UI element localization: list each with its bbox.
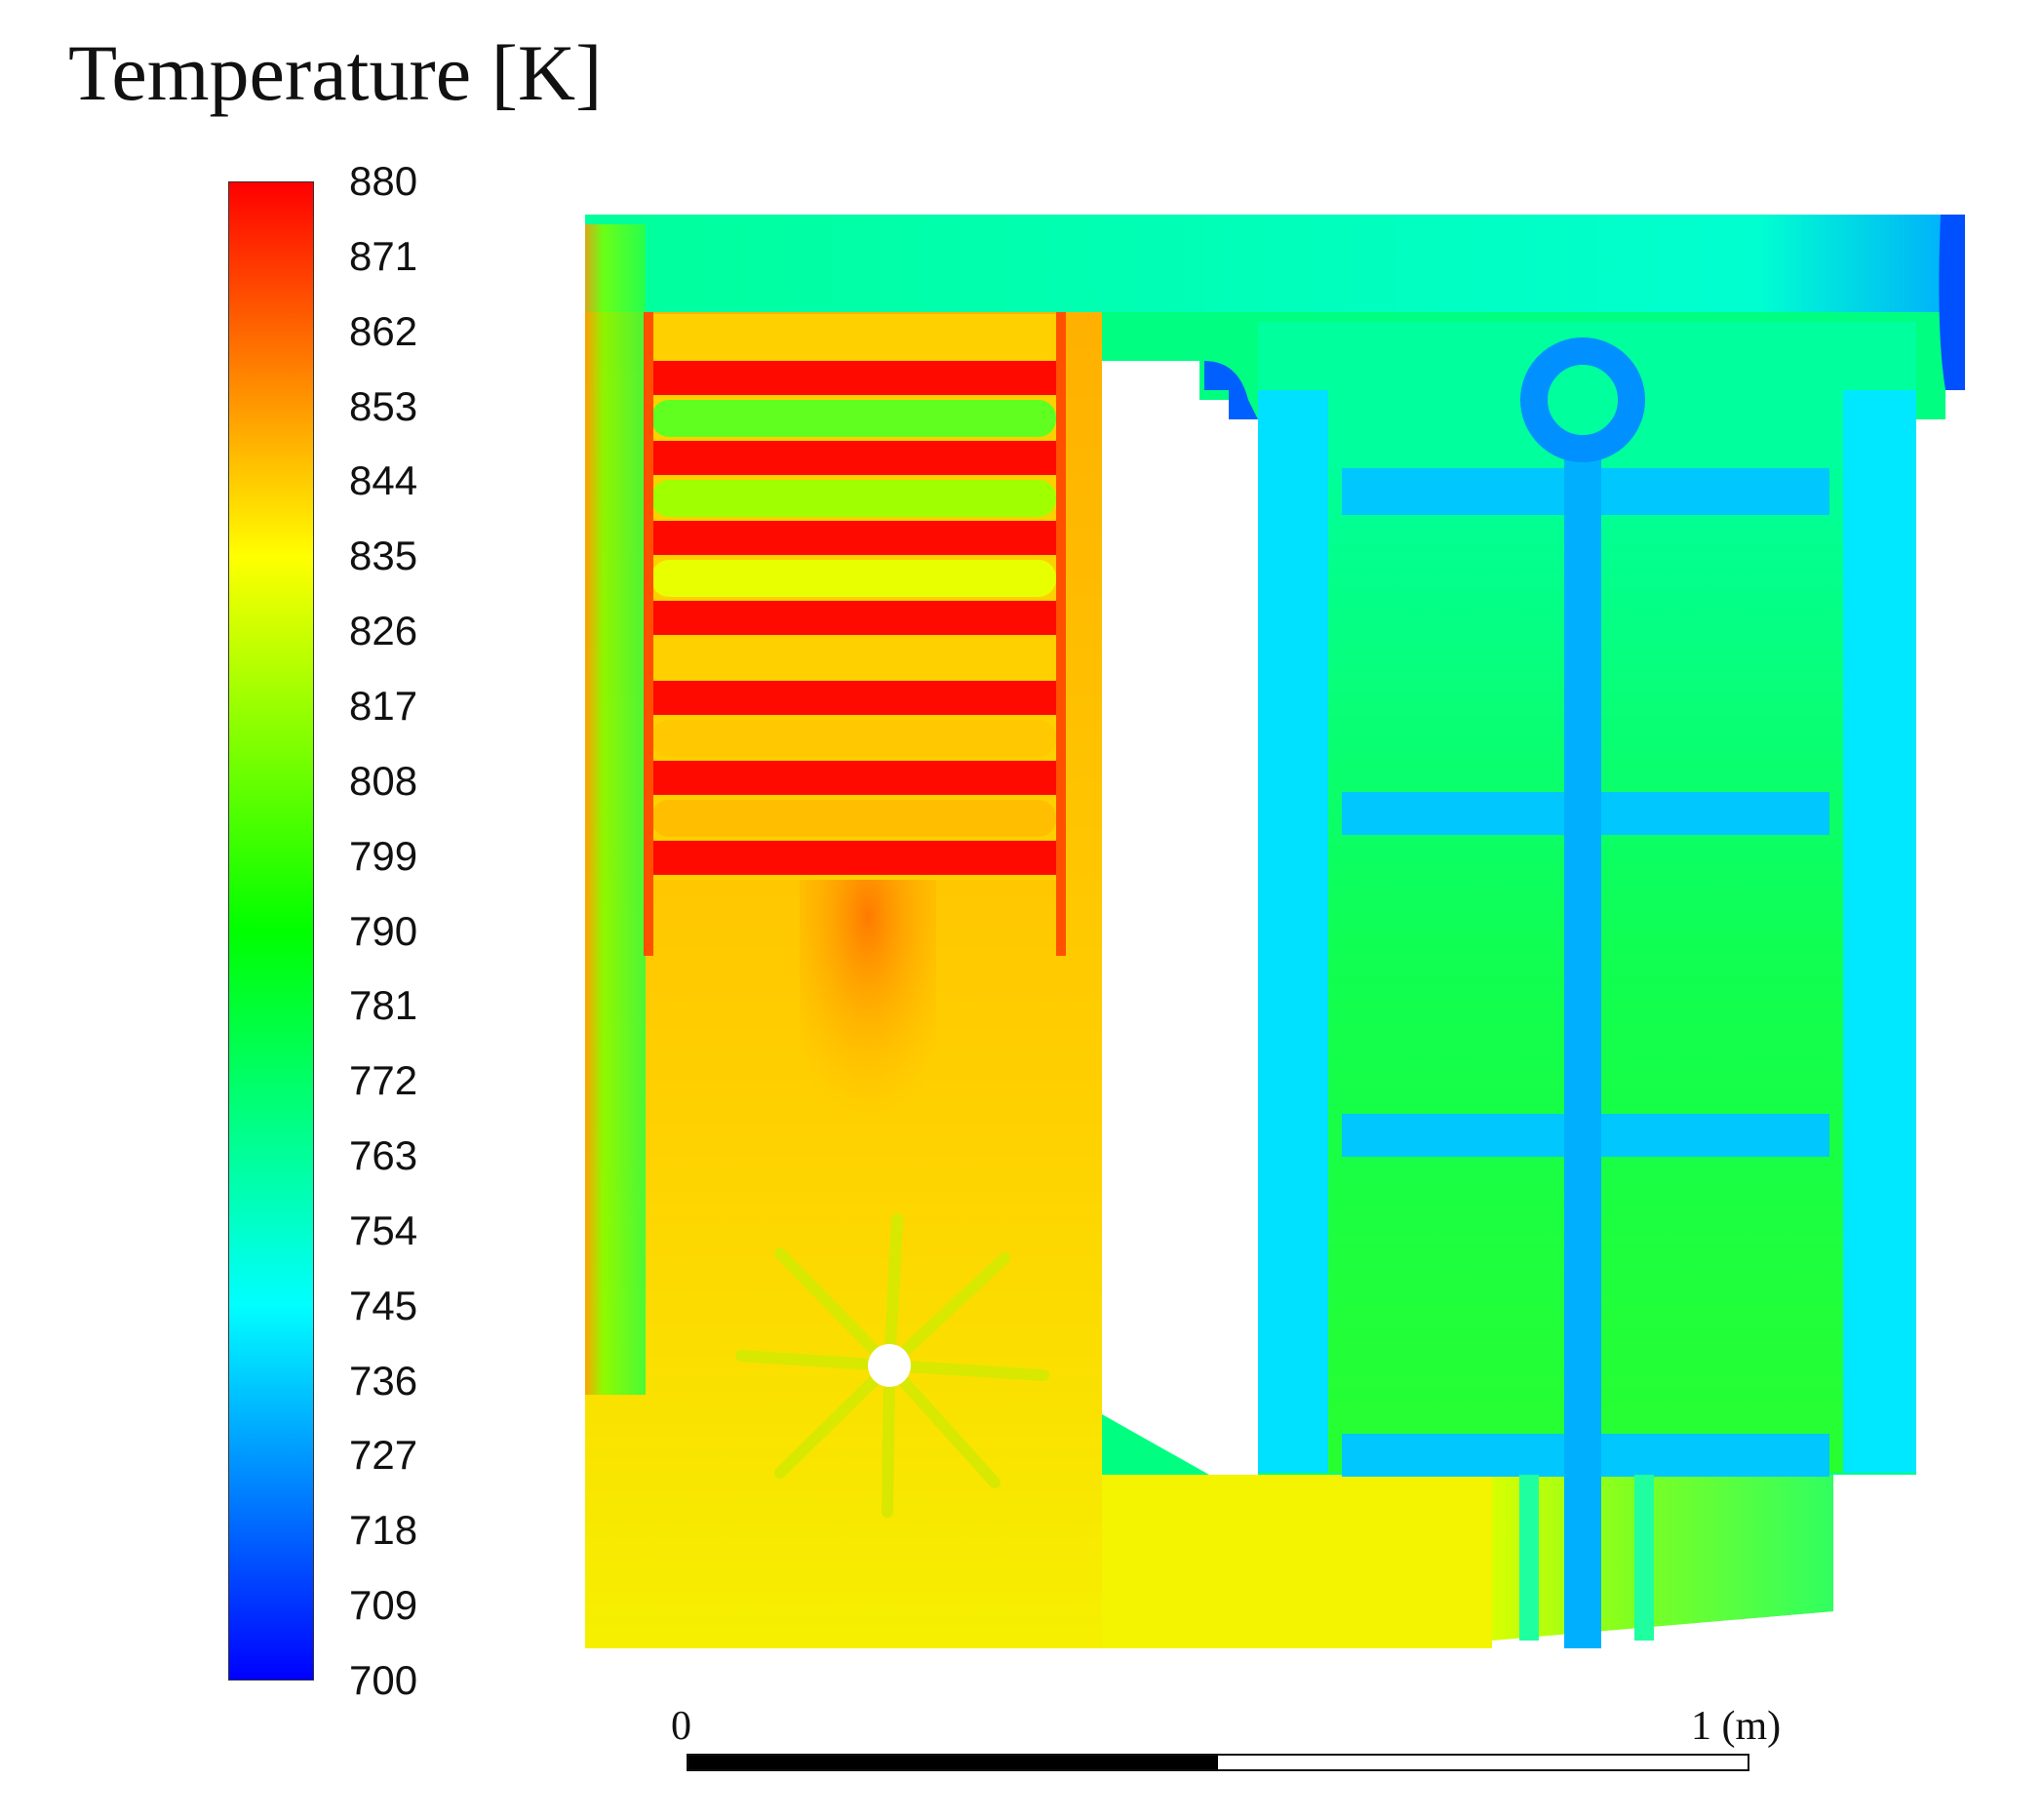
color-scale-tick-label: 754 bbox=[349, 1207, 418, 1253]
color-scale-tick-label: 790 bbox=[349, 907, 418, 954]
color-scale-tick-label: 853 bbox=[349, 382, 418, 429]
color-scale-bar bbox=[228, 181, 314, 1681]
legend-title: Temperature [K] bbox=[68, 28, 603, 117]
color-scale-tick-label: 880 bbox=[349, 158, 418, 204]
color-scale-tick-label: 772 bbox=[349, 1057, 418, 1104]
color-scale-tick-label: 871 bbox=[349, 232, 418, 279]
impeller bbox=[735, 1213, 1049, 1518]
color-scale-tick-label: 862 bbox=[349, 307, 418, 354]
scale-bar-start-label: 0 bbox=[671, 1704, 691, 1749]
color-scale-tick-label: 700 bbox=[349, 1657, 418, 1703]
color-scale-tick-label: 763 bbox=[349, 1132, 418, 1179]
color-scale-tick-label: 727 bbox=[349, 1432, 418, 1479]
color-scale-tick-label: 718 bbox=[349, 1507, 418, 1554]
color-scale-tick-label: 745 bbox=[349, 1282, 418, 1328]
scale-bar-filled-segment bbox=[688, 1756, 1218, 1769]
scale-bar bbox=[687, 1754, 1749, 1771]
heater-rows bbox=[644, 312, 1066, 956]
cooled-frame bbox=[1204, 215, 1965, 1648]
color-scale-tick-label: 835 bbox=[349, 533, 418, 579]
scale-bar-end-label: 1 (m) bbox=[1691, 1704, 1782, 1749]
solid-block bbox=[1102, 361, 1258, 1475]
color-scale-tick-label: 844 bbox=[349, 457, 418, 504]
color-scale-tick-label: 781 bbox=[349, 982, 418, 1029]
color-scale-tick-label: 709 bbox=[349, 1582, 418, 1629]
color-scale-tick-label: 736 bbox=[349, 1357, 418, 1404]
color-scale-tick-label: 826 bbox=[349, 608, 418, 654]
color-scale-tick-label: 808 bbox=[349, 757, 418, 804]
color-scale-tick-label: 799 bbox=[349, 832, 418, 879]
color-scale-tick-label: 817 bbox=[349, 682, 418, 729]
